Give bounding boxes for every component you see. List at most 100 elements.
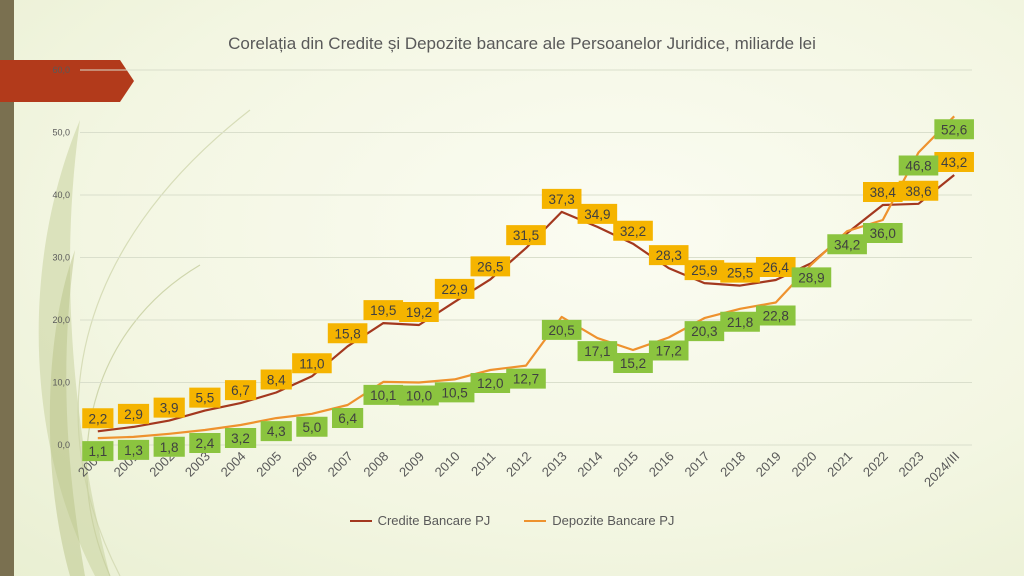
left-decorative-bar	[0, 0, 14, 576]
y-tick-label: 50,0	[52, 128, 70, 138]
data-label-bg-credite	[506, 225, 546, 246]
data-label-bg-credite	[648, 245, 689, 266]
data-label-bg-credite	[224, 380, 257, 401]
data-label-credite: 22,9	[441, 282, 467, 297]
data-label-credite: 31,5	[513, 228, 539, 243]
data-label-bg-credite	[863, 182, 903, 202]
data-label-depozite: 10,0	[406, 389, 432, 404]
data-label-bg-depozite	[189, 433, 221, 453]
data-label-credite: 43,2	[941, 155, 967, 170]
data-label-bg-credite	[292, 353, 332, 374]
data-label-depozite: 2,4	[195, 436, 214, 451]
data-label-credite: 25,9	[691, 263, 717, 278]
data-label-credite: 37,3	[549, 192, 575, 207]
data-label-depozite: 15,2	[620, 356, 646, 371]
x-tick-label: 2018	[717, 449, 748, 480]
x-tick-label: 2022	[860, 449, 891, 480]
data-label-bg-credite	[117, 403, 150, 424]
data-label-bg-credite	[470, 256, 511, 277]
data-label-bg-credite	[327, 323, 368, 344]
data-label-depozite: 36,0	[870, 226, 896, 241]
data-label-depozite: 10,5	[441, 385, 467, 400]
data-label-bg-depozite	[684, 321, 725, 342]
data-label-bg-depozite	[720, 311, 760, 332]
data-label-bg-depozite	[934, 119, 974, 140]
data-label-credite: 38,6	[905, 184, 931, 199]
data-label-bg-credite	[934, 152, 974, 172]
data-label-credite: 11,0	[299, 356, 324, 371]
data-label-credite: 34,9	[584, 207, 610, 222]
data-label-depozite: 1,8	[160, 440, 179, 455]
data-label-credite: 19,2	[406, 305, 432, 320]
x-tick-label: 2012	[503, 449, 534, 480]
data-label-depozite: 21,8	[727, 315, 753, 330]
data-label-bg-depozite	[470, 373, 511, 393]
data-label-bg-credite	[541, 188, 582, 209]
swoosh-4	[49, 250, 85, 576]
x-tick-label: 2020	[789, 449, 820, 480]
data-label-depozite: 1,1	[88, 444, 107, 459]
data-label-depozite: 10,1	[370, 388, 396, 403]
x-tick-label: 2016	[646, 449, 677, 480]
x-tick-label: 2015	[610, 449, 641, 480]
data-label-depozite: 12,0	[477, 376, 503, 391]
data-label-bg-depozite	[827, 234, 867, 255]
data-label-bg-credite	[720, 262, 760, 283]
legend-label-depozite: Depozite Bancare PJ	[552, 513, 675, 528]
y-tick-label: 0,0	[57, 440, 70, 450]
data-label-bg-depozite	[399, 385, 439, 406]
data-label-depozite: 22,8	[763, 309, 789, 324]
x-tick-label: 2019	[753, 449, 784, 480]
data-label-credite: 2,2	[88, 411, 107, 426]
x-tick-label: 2011	[468, 449, 498, 479]
series-line-depozite	[97, 115, 955, 440]
x-tick-label: 2007	[325, 449, 356, 480]
data-label-depozite: 4,3	[267, 424, 286, 439]
legend-swatch-depozite	[524, 519, 547, 522]
data-label-bg-depozite	[577, 341, 618, 362]
data-label-depozite: 12,7	[513, 372, 539, 387]
data-label-credite: 19,5	[370, 303, 396, 318]
legend-swatch-credite	[349, 519, 372, 522]
x-tick-label: 2006	[289, 449, 320, 480]
data-label-bg-credite	[684, 260, 725, 281]
data-label-bg-depozite	[755, 305, 796, 326]
y-tick-label: 20,0	[52, 315, 70, 325]
data-label-bg-depozite	[117, 439, 150, 460]
data-label-credite: 38,4	[870, 185, 897, 200]
data-label-credite: 3,9	[160, 401, 179, 416]
data-label-bg-depozite	[648, 340, 689, 361]
data-label-bg-depozite	[153, 436, 185, 457]
data-label-bg-depozite	[541, 319, 582, 340]
x-tick-label: 2004	[218, 449, 249, 480]
data-label-credite: 26,5	[477, 259, 503, 274]
x-tick-label: 2010	[432, 449, 463, 480]
data-label-credite: 28,3	[656, 248, 682, 263]
data-label-bg-depozite	[613, 353, 653, 373]
data-label-bg-depozite	[506, 368, 546, 389]
x-tick-label: 2024/III	[921, 449, 962, 490]
data-label-depozite: 1,3	[124, 443, 143, 458]
x-tick-label: 2021	[824, 449, 855, 480]
data-label-bg-credite	[153, 397, 185, 418]
y-tick-label: 30,0	[52, 253, 70, 263]
x-tick-label: 2005	[253, 449, 284, 480]
data-label-bg-depozite	[363, 384, 404, 405]
data-label-bg-credite	[260, 369, 292, 390]
data-label-bg-credite	[755, 257, 796, 277]
data-label-bg-depozite	[898, 155, 939, 176]
data-label-depozite: 46,8	[905, 159, 931, 174]
data-label-bg-depozite	[296, 416, 328, 437]
data-label-depozite: 34,2	[834, 237, 860, 252]
data-label-depozite: 3,2	[231, 431, 250, 446]
data-label-credite: 25,5	[727, 266, 753, 281]
data-label-credite: 5,5	[195, 391, 214, 406]
data-label-bg-credite	[613, 220, 653, 241]
data-label-depozite: 20,5	[549, 323, 575, 338]
data-label-depozite: 17,2	[656, 344, 682, 359]
data-label-credite: 15,8	[334, 326, 360, 341]
data-label-bg-credite	[399, 302, 439, 322]
data-label-bg-credite	[189, 387, 221, 408]
